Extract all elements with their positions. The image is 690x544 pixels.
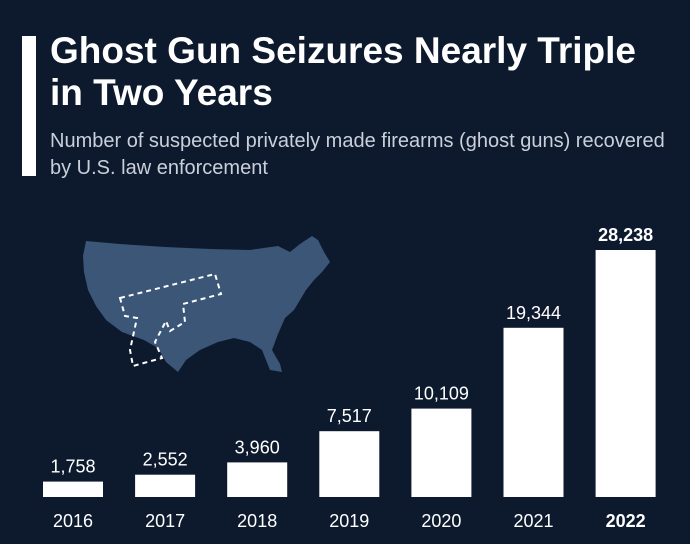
value-label-2018: 3,960: [235, 437, 280, 457]
x-tick-label-2020: 2020: [421, 511, 461, 531]
x-tick-label-2017: 2017: [145, 511, 185, 531]
bar-2021: [503, 327, 564, 497]
value-label-2016: 1,758: [50, 457, 95, 477]
bar-2019: [319, 431, 380, 497]
bar-2016: [43, 481, 103, 497]
value-label-2020: 10,109: [414, 384, 469, 404]
x-tick-label-2018: 2018: [237, 511, 277, 531]
dashed-pistol-outline-icon: [118, 272, 223, 368]
x-tick-label-2022: 2022: [606, 511, 646, 531]
value-label-2019: 7,517: [327, 406, 372, 426]
bar-2018: [227, 462, 288, 497]
bar-2020: [411, 408, 472, 497]
title-accent-bar: [22, 36, 36, 176]
value-label-2017: 2,552: [143, 450, 188, 470]
value-label-2022: 28,238: [598, 225, 653, 245]
x-tick-label-2016: 2016: [53, 511, 93, 531]
value-label-2021: 19,344: [506, 303, 561, 323]
chart-subtitle: Number of suspected privately made firea…: [50, 130, 665, 179]
bar-2022: [595, 250, 656, 497]
x-tick-label-2021: 2021: [513, 511, 553, 531]
bar-2017: [135, 474, 196, 497]
x-tick-label-2019: 2019: [329, 511, 369, 531]
chart-title: Ghost Gun Seizures Nearly Triple in Two …: [50, 30, 637, 113]
usa-map-icon: [83, 236, 330, 372]
